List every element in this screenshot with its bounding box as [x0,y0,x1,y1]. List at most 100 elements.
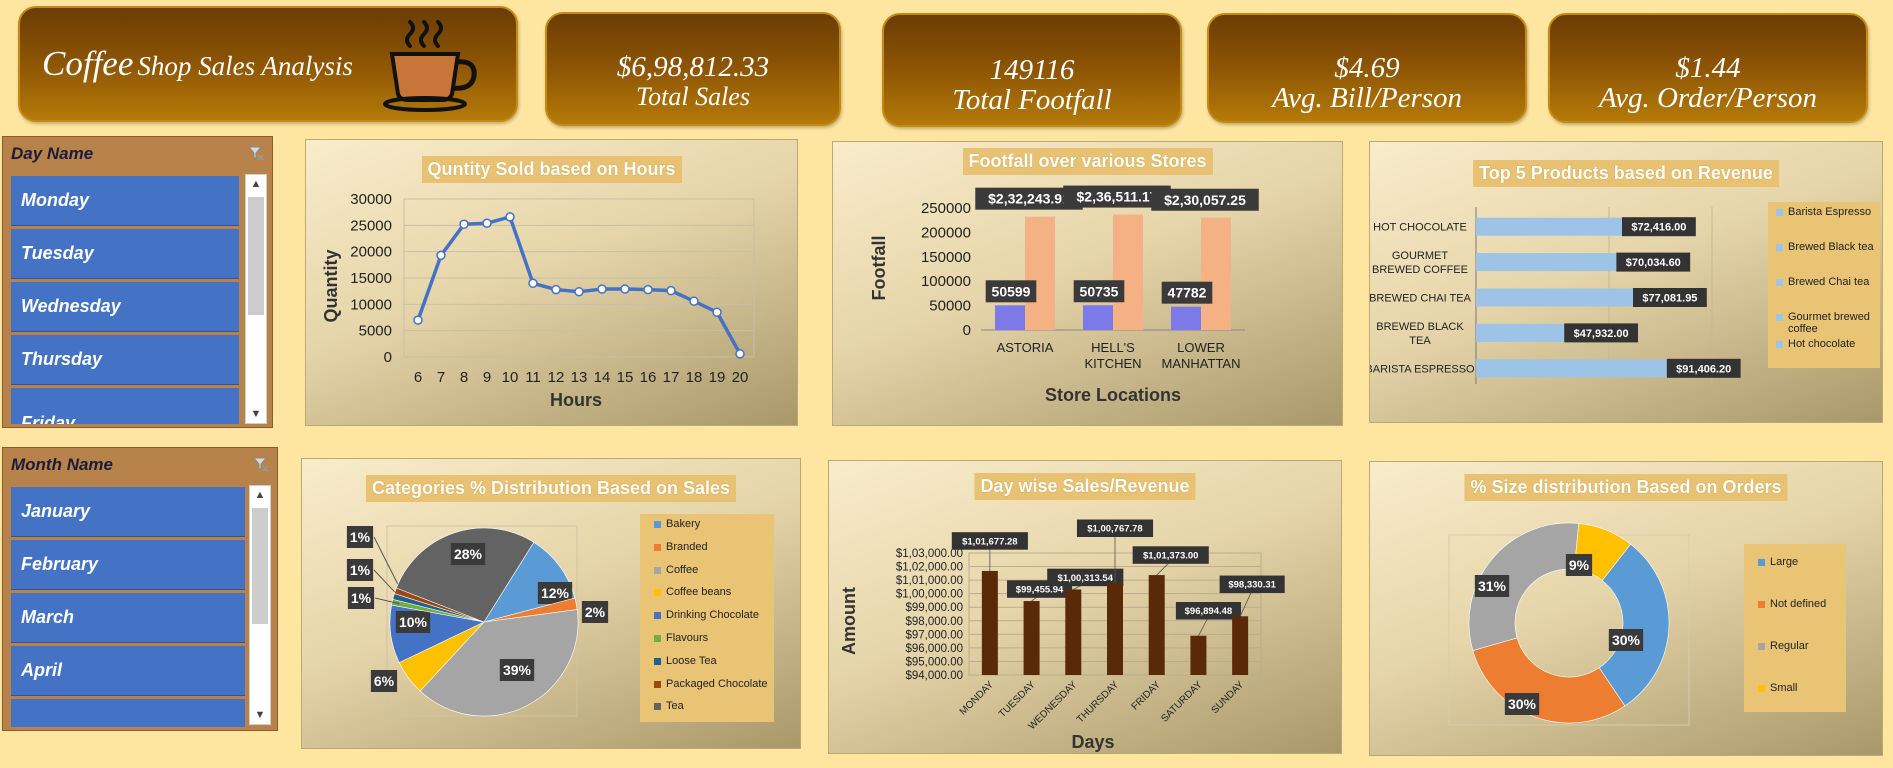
x-tick-label: 8 [460,369,468,386]
footfall-chart-panel: Footfall over various Stores 250000 20000… [832,141,1343,426]
data-label-revenue-bg [975,187,1083,210]
data-point [597,284,607,294]
data-label-slice-bg [499,659,535,681]
x-tick-label: ASTORIA [997,340,1054,355]
y-tick-label: $1,03,000.00 [896,548,963,560]
slicer-item-march[interactable]: March [11,593,245,643]
data-label-slice: 1% [351,590,372,606]
data-label-product: $72,416.00 [1631,222,1686,234]
slicer-item-label: January [21,501,91,521]
data-label-product: $91,406.20 [1676,363,1731,375]
slicer-item-january[interactable]: January [11,487,245,537]
y-tick-label: $98,000.00 [905,616,963,628]
scroll-thumb[interactable] [252,508,268,624]
leader-line [1239,590,1253,617]
month-slicer-scrollbar[interactable]: ▲ ▼ [249,485,271,725]
data-point [643,284,653,295]
y-tick-label: 5000 [359,323,392,340]
clear-filter-icon[interactable] [253,456,269,472]
y-tick-label: BARISTA ESPRESSO [1370,363,1475,375]
legend-item: Large [1758,556,1848,568]
donut-slice [1472,637,1626,724]
x-tick-label: 7 [437,369,445,386]
data-label-slice-bg [450,543,486,565]
data-label-slice-bg [537,582,573,604]
legend-item: Coffee [654,564,774,576]
data-label-slice-bg [581,601,609,623]
x-tick-label: 10 [502,369,519,386]
coffee-cup-icon [383,20,477,112]
legend-label: Brewed Black tea [1788,241,1874,253]
pie-slice [395,527,535,623]
slicer-item-thursday[interactable]: Thursday [11,335,239,385]
bar-product [1476,253,1642,272]
slicer-item-tuesday[interactable]: Tuesday [11,229,239,279]
data-label-slice: 39% [503,662,532,678]
scroll-up-icon[interactable]: ▲ [254,489,266,501]
slicer-item-label: April [21,660,63,680]
x-tick-label: 18 [686,369,703,386]
data-label-day: $1,00,313.54 [1058,573,1114,584]
data-label-footfall-bg [1073,280,1125,303]
legend-swatch [1776,314,1783,321]
scroll-up-icon[interactable]: ▲ [250,178,262,190]
data-label-day-bg [1047,568,1124,587]
legend-item: Tea [654,700,774,712]
y-tick-label: $1,01,000.00 [896,575,963,587]
y-tick-label: $1,02,000.00 [896,562,963,574]
slicer-item-friday[interactable]: Friday [11,388,239,424]
legend-item: Coffee beans [654,586,774,598]
slicer-item-february[interactable]: February [11,540,245,590]
legend-item: Flavours [654,632,774,644]
data-label-footfall: 47782 [1168,285,1207,301]
legend-swatch [654,566,661,574]
legend-swatch [654,543,661,551]
legend-label: Drinking Chocolate [666,609,759,622]
x-tick-label: FRIDAY [1130,679,1163,712]
kpi-total-sales-label: Total Sales [636,82,750,111]
data-label-slice: 30% [1508,696,1537,712]
data-label-footfall-bg [985,280,1037,303]
y-tick-label: BREWED CHAI TEA [1370,293,1472,305]
month-slicer-list: January February March April May [3,481,245,727]
legend-swatch [1776,209,1783,216]
data-label-product: $47,932.00 [1574,328,1629,340]
legend-item: Not defined [1758,598,1848,610]
slicer-item-april[interactable]: April [11,646,245,696]
data-point [712,307,722,317]
scroll-down-icon[interactable]: ▼ [250,408,262,420]
scroll-down-icon[interactable]: ▼ [254,709,266,721]
x-tick-label: 17 [663,369,680,386]
x-tick-label: 14 [594,369,611,386]
slicer-item-wednesday[interactable]: Wednesday [11,282,239,332]
kpi-total-footfall-label: Total Footfall [952,84,1112,116]
footfall-chart-title: Footfall over various Stores [962,148,1213,175]
legend-item: Barista Espresso [1776,206,1878,218]
y-tick-label: $96,000.00 [905,643,963,655]
data-label-slice-bg [1474,575,1510,597]
legend-swatch [654,657,661,665]
clear-filter-icon[interactable] [248,145,264,161]
footfall-bar-chart: 250000 200000 150000 100000 50000 0 50599 $2,32… [869,185,1259,405]
kpi-total-footfall-value: 149116 [989,54,1075,86]
data-label-slice-bg [347,587,375,609]
scroll-thumb[interactable] [248,197,264,315]
slicer-item-label: Monday [21,190,90,210]
bar-revenue [1025,216,1055,330]
hours-line-chart: 30000 25000 20000 15000 10000 5000 0 6 7 8 9 10 11 12… [321,191,755,410]
legend-label: Tea [666,700,684,713]
data-point [574,286,584,297]
legend-swatch [654,521,661,528]
x-tick-label: THURSDAY [1075,679,1121,725]
x-tick-label: 16 [640,369,657,386]
day-slicer-scrollbar[interactable]: ▲ ▼ [245,174,267,424]
kpi-total-footfall: 149116 Total Footfall [882,13,1182,127]
categories-chart-title: Categories % Distribution Based on Sales [365,475,737,502]
data-label-day-bg [1132,546,1209,564]
slicer-item-monday[interactable]: Monday [11,176,239,226]
x-tick-label: TUESDAY [997,679,1038,720]
bar-day [1023,601,1040,675]
bar-revenue [1201,217,1231,330]
slicer-item-may[interactable]: May [11,699,245,727]
y-tick-label: 0 [963,322,971,339]
